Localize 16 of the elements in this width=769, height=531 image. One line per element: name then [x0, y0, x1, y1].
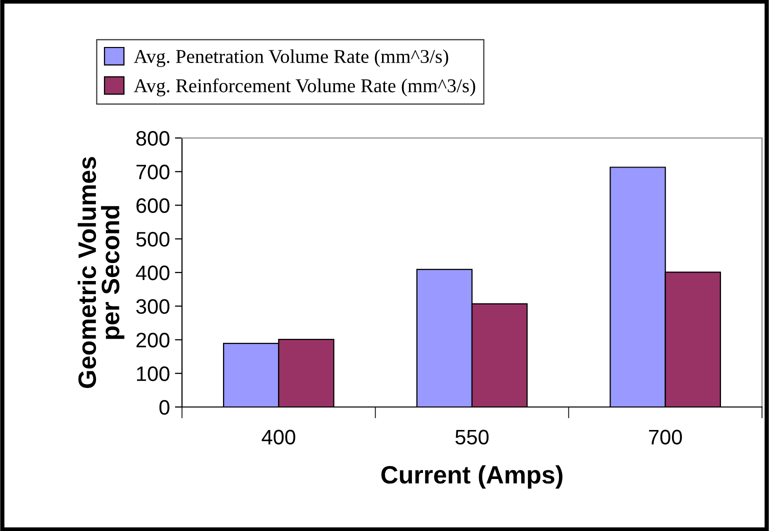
y-tick-label: 800 — [136, 131, 170, 146]
legend-label: Avg. Penetration Volume Rate (mm^3/s) — [134, 49, 448, 68]
y-axis-title: Geometric Volumes per Second — [78, 157, 124, 388]
x-tick-label: 400 — [262, 430, 296, 445]
y-tick-label: 300 — [136, 299, 170, 314]
x-axis-title: Current (Amps) — [381, 465, 562, 489]
y-tick-label: 0 — [159, 400, 170, 415]
legend-label: Avg. Reinforcement Volume Rate (mm^3/s) — [134, 78, 476, 96]
y-tick-label: 400 — [136, 266, 170, 280]
x-tick-label: 550 — [455, 430, 489, 445]
y-tick-label: 700 — [136, 164, 170, 180]
y-tick-label: 600 — [136, 198, 170, 214]
y-tick-label: 200 — [136, 332, 170, 348]
x-tick-label: 700 — [649, 430, 682, 445]
y-tick-label: 100 — [137, 366, 170, 382]
y-tick-label: 500 — [136, 232, 170, 247]
